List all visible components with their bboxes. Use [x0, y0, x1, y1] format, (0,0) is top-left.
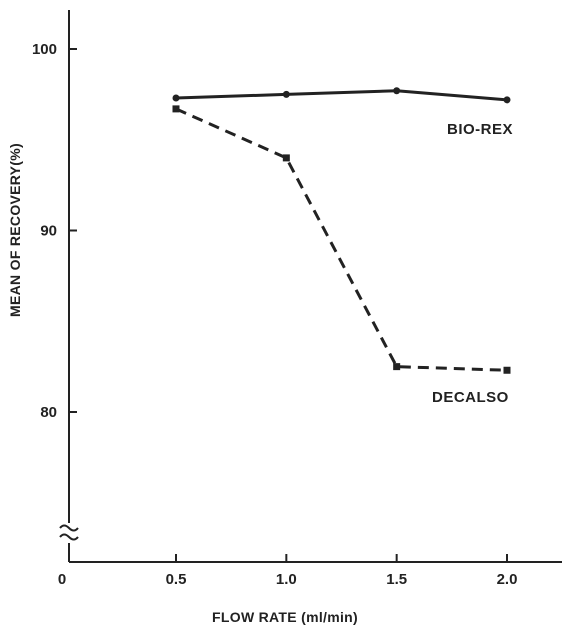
series-label: DECALSO [432, 389, 509, 406]
x-tick-label: 0.5 [166, 571, 187, 588]
y-tick-label: 90 [40, 223, 57, 240]
y-ticks: 80 90 100 [32, 41, 77, 421]
y-tick-label: 100 [32, 41, 57, 58]
data-point [282, 90, 290, 98]
data-point [393, 87, 401, 95]
series-line [175, 89, 508, 102]
series-bio-rex [172, 87, 511, 104]
x-axis-title: FLOW RATE (ml/min) [212, 609, 358, 625]
x-tick-label: 0 [58, 571, 66, 588]
y-axis-break-icon [59, 524, 79, 541]
x-tick-label: 1.0 [276, 571, 297, 588]
axes [59, 10, 562, 563]
y-tick-label: 80 [40, 404, 57, 421]
series-layer [172, 87, 511, 374]
data-point [393, 363, 401, 371]
x-tick-label: 2.0 [497, 571, 518, 588]
series-label: BIO-REX [447, 121, 513, 138]
data-point [172, 105, 180, 113]
data-point [282, 154, 290, 162]
series-decalso [172, 105, 511, 374]
data-point [503, 96, 511, 104]
data-point [503, 366, 511, 374]
y-axis-title: MEAN OF RECOVERY(%) [7, 143, 23, 317]
x-ticks: 0 0.5 1.0 1.5 2.0 [58, 554, 518, 588]
series-line [175, 107, 508, 372]
x-tick-label: 1.5 [386, 571, 407, 588]
data-point [172, 94, 180, 102]
series-labels: BIO-REX DECALSO [432, 121, 513, 406]
